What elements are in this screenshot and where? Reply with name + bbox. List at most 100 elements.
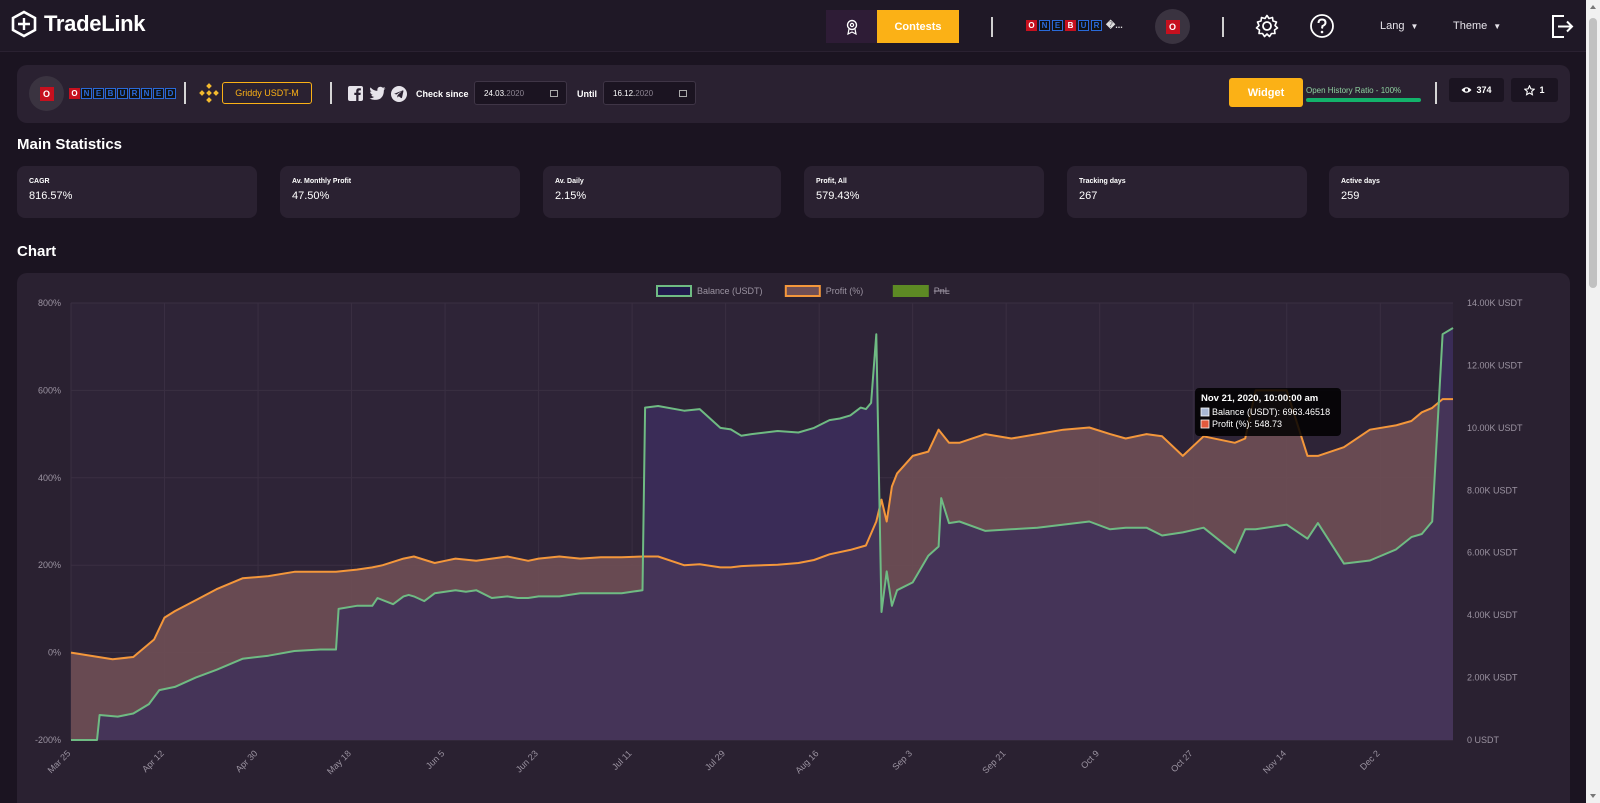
divider — [1435, 82, 1437, 104]
scroll-down-icon[interactable] — [1590, 794, 1596, 798]
brand-letter: O — [69, 88, 80, 99]
stat-label: Active days — [1341, 178, 1380, 185]
stat-label: CAGR — [29, 178, 50, 185]
until-date-input[interactable]: 16.12. 2020 — [603, 81, 696, 105]
brand-letter: E — [93, 88, 104, 99]
tooltip-title: Nov 21, 2020, 10:00:00 am — [1201, 393, 1318, 404]
nav-user-avatar[interactable]: O — [1155, 9, 1190, 44]
nav-divider — [991, 17, 993, 37]
views-count: 374 — [1476, 85, 1492, 95]
stat-card-profit-all: Profit, All 579.43% — [804, 166, 1044, 218]
contests-button[interactable]: Contests — [877, 10, 959, 43]
facebook-icon[interactable] — [348, 86, 363, 101]
nav-trader-brand[interactable]: O N E B U R �... — [1026, 20, 1123, 31]
brand-letter: N — [81, 88, 92, 99]
x-tick-label: Apr 30 — [234, 748, 260, 774]
balance-profit-chart[interactable]: Balance (USDT) Profit (%) PnL 800%600%400%… — [17, 273, 1570, 803]
brand-letter: U — [117, 88, 128, 99]
gear-icon[interactable] — [1254, 13, 1280, 39]
x-tick-label: Apr 12 — [140, 748, 166, 774]
x-tick-label: Sep 3 — [890, 748, 914, 772]
x-tick-label: Oct 9 — [1079, 748, 1101, 770]
calendar-icon[interactable] — [679, 90, 687, 97]
calendar-icon[interactable] — [550, 90, 558, 97]
y-left-tick-label: 800% — [38, 298, 61, 308]
caret-down-icon: ▼ — [1493, 22, 1502, 31]
y-right-tick-label: 8.00K USDT — [1467, 485, 1518, 495]
stat-card-daily: Av. Daily 2.15% — [543, 166, 781, 218]
x-tick-label: Jul 11 — [610, 748, 634, 772]
stat-label: Profit, All — [816, 178, 847, 185]
stat-card-tracking-days: Tracking days 267 — [1067, 166, 1307, 218]
stat-label: Tracking days — [1079, 178, 1126, 185]
stat-label: Av. Daily — [555, 178, 584, 185]
brand-letter: E — [153, 88, 164, 99]
trader-brand-name[interactable]: O N E B U R N E D — [69, 88, 176, 99]
y-right-tick-label: 0 USDT — [1467, 735, 1500, 745]
x-tick-label: May 18 — [325, 748, 353, 776]
date-year: 2020 — [506, 88, 525, 98]
nav-divider — [1222, 17, 1224, 37]
check-since-date-input[interactable]: 24.03. 2020 — [474, 81, 567, 105]
contests-icon-button[interactable] — [826, 10, 877, 43]
stat-value: 579.43% — [816, 190, 860, 202]
date-year: 2020 — [635, 88, 654, 98]
stat-label: Av. Monthly Profit — [292, 178, 352, 185]
x-tick-label: Sep 21 — [980, 748, 1007, 775]
trophy-icon — [846, 19, 857, 35]
brand-letter: N — [141, 88, 152, 99]
telegram-icon[interactable] — [391, 86, 407, 102]
trader-avatar[interactable]: O — [29, 76, 64, 111]
brand-letter: D — [165, 88, 176, 99]
help-icon[interactable] — [1309, 13, 1335, 39]
x-tick-label: Dec 2 — [1358, 748, 1382, 772]
y-left-tick-label: 200% — [38, 560, 61, 570]
base-area — [71, 328, 1453, 740]
chart-lines — [70, 327, 1454, 741]
brand-letter: U — [1078, 20, 1089, 31]
scroll-up-icon[interactable] — [1590, 5, 1596, 9]
brand-letter: B — [105, 88, 116, 99]
y-right-tick-label: 4.00K USDT — [1467, 610, 1518, 620]
tooltip-swatch — [1200, 407, 1210, 417]
y-right-tick-label: 2.00K USDT — [1467, 673, 1518, 683]
twitter-icon[interactable] — [369, 86, 386, 101]
brand-logo[interactable]: TradeLink — [10, 10, 146, 38]
logout-icon[interactable] — [1550, 13, 1574, 40]
caret-down-icon: ▼ — [1410, 22, 1419, 31]
date-value: 16.12. — [613, 88, 636, 98]
y-right-tick-label: 14.00K USDT — [1467, 298, 1523, 308]
top-navbar: TradeLink Contests O N E B U R �... O — [0, 0, 1586, 52]
strategy-badge[interactable]: Griddy USDT-M — [222, 82, 312, 104]
stars-count: 1 — [1539, 85, 1545, 95]
y-right-tick-label: 10.00K USDT — [1467, 423, 1523, 433]
x-axis: Mar 25 Apr 12 Apr 30 May 18 Jun 5 Jun 23 Jul 1… — [46, 748, 1382, 776]
x-tick-label: Mar 25 — [46, 748, 73, 775]
tooltip-line: Profit (%): 548.73 — [1212, 419, 1282, 429]
widget-button[interactable]: Widget — [1229, 78, 1303, 107]
scrollbar-thumb[interactable] — [1589, 18, 1597, 288]
legend-swatch — [892, 285, 929, 297]
page-scrollbar[interactable] — [1586, 0, 1600, 803]
theme-dropdown[interactable]: Theme ▼ — [1453, 20, 1501, 32]
chart-tooltip: Nov 21, 2020, 10:00:00 am Balance (USDT):… — [1195, 388, 1341, 436]
lang-label: Lang — [1380, 20, 1405, 32]
avatar-letter: O — [39, 86, 54, 101]
brand-truncation: �... — [1106, 20, 1123, 30]
eye-icon — [1461, 87, 1472, 93]
x-tick-label: Jun 23 — [514, 748, 540, 774]
legend-swatch — [784, 285, 821, 297]
lang-dropdown[interactable]: Lang ▼ — [1380, 20, 1418, 32]
stat-card-monthly-profit: Av. Monthly Profit 47.50% — [280, 166, 520, 218]
theme-label: Theme — [1453, 20, 1488, 32]
views-counter[interactable]: 374 — [1449, 78, 1504, 102]
stat-value: 2.15% — [555, 190, 587, 202]
binance-icon — [199, 83, 219, 103]
chart-legend: Balance (USDT) Profit (%) PnL — [656, 285, 950, 297]
tooltip-line: Balance (USDT): 6963.46518 — [1212, 407, 1330, 417]
stars-counter[interactable]: 1 — [1511, 78, 1558, 102]
y-axis-right: 14.00K USDT 12.00K USDT 10.00K USDT 8.00K U… — [1467, 298, 1523, 745]
stat-card-cagr: CAGR 816.57% — [17, 166, 257, 218]
brand-letter: O — [1026, 20, 1037, 31]
chart-areas — [71, 328, 1453, 740]
